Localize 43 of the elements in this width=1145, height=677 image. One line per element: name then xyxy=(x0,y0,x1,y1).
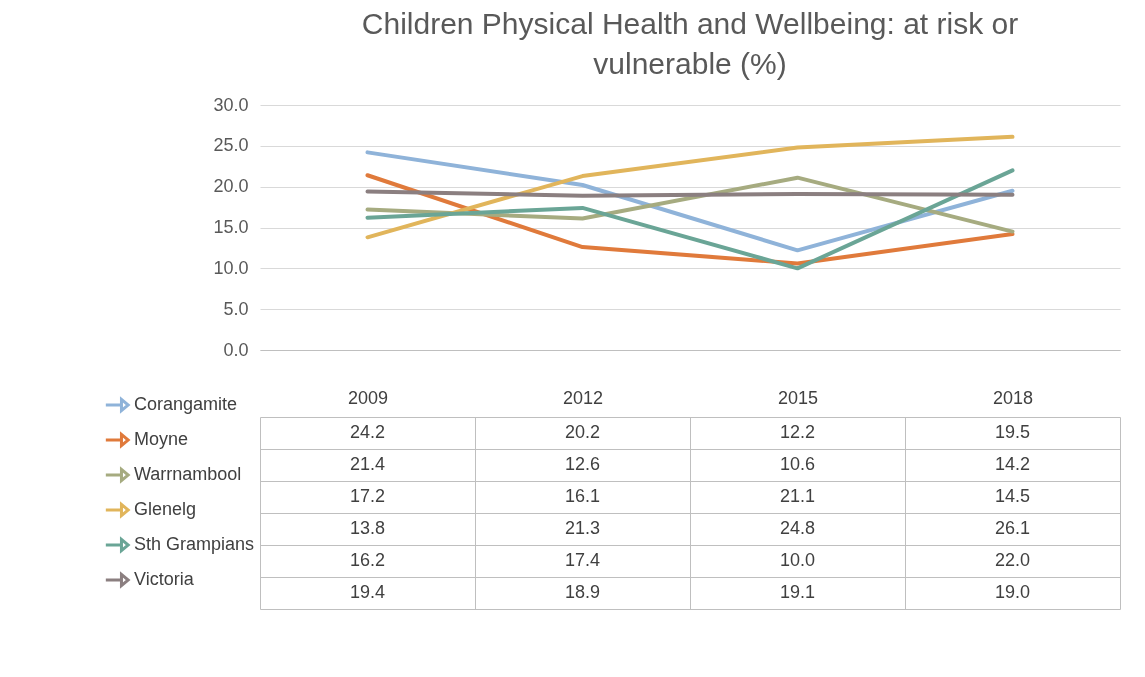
data-label: 21.4 xyxy=(349,454,386,474)
data-label: 10.0 xyxy=(779,550,816,570)
legend-label: Glenelg xyxy=(134,499,197,519)
chart-title: Children Physical Health and Wellbeing: at risk or vulnerable (%) xyxy=(361,7,1019,80)
y-tick-label: 30.0 xyxy=(213,94,249,115)
data-label: 21.1 xyxy=(779,486,816,506)
data-label: 24.8 xyxy=(779,518,816,538)
legend-label: Warrnambool xyxy=(134,464,242,484)
x-tick-label: 2012 xyxy=(562,387,604,408)
y-tick-label: 25.0 xyxy=(213,135,249,156)
data-label: 20.2 xyxy=(564,422,601,442)
data-label: 19.5 xyxy=(994,422,1031,442)
y-tick-label: 10.0 xyxy=(213,257,249,278)
data-label: 17.4 xyxy=(564,550,601,570)
data-label: 22.0 xyxy=(994,550,1031,570)
data-label: 24.2 xyxy=(349,422,386,442)
y-tick-label: 15.0 xyxy=(213,217,249,237)
data-label: 19.4 xyxy=(349,582,386,602)
x-tick-label: 2009 xyxy=(347,387,389,408)
data-label: 16.1 xyxy=(564,486,601,506)
y-tick-label: 5.0 xyxy=(223,298,249,319)
x-tick-label: 2015 xyxy=(777,387,819,408)
line-series xyxy=(365,134,1015,240)
legend-label: Sth Grampians xyxy=(134,534,255,554)
data-label: 12.2 xyxy=(779,422,816,442)
data-label: 26.1 xyxy=(994,518,1031,538)
data-label: 19.0 xyxy=(994,582,1031,602)
data-label: 12.6 xyxy=(564,454,601,474)
y-tick-label: 20.0 xyxy=(213,176,249,197)
data-label: 18.9 xyxy=(564,582,601,602)
data-label: 21.3 xyxy=(564,518,601,538)
data-label: 13.8 xyxy=(349,518,386,538)
data-label: 19.1 xyxy=(779,582,816,602)
data-label: 14.5 xyxy=(994,486,1031,506)
data-label: 17.2 xyxy=(349,486,386,506)
legend-label: Corangamite xyxy=(134,394,238,414)
x-tick-label: 2018 xyxy=(992,387,1034,408)
data-label: 14.2 xyxy=(994,454,1031,474)
data-label: 16.2 xyxy=(349,550,386,570)
legend-label: Victoria xyxy=(134,569,195,589)
data-label: 10.6 xyxy=(779,454,816,474)
y-tick-label: 0.0 xyxy=(223,339,249,360)
legend-label: Moyne xyxy=(134,429,189,449)
